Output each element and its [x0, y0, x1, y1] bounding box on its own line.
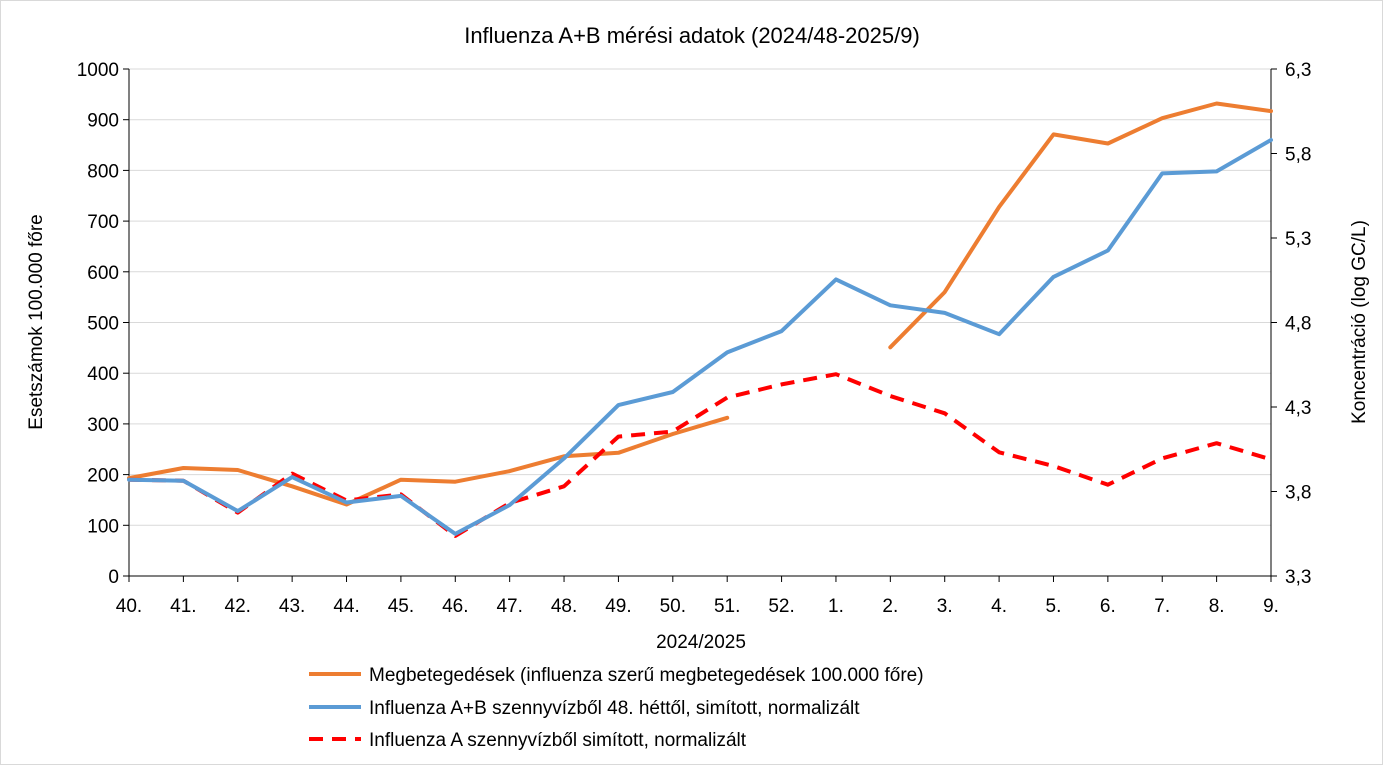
- series-2: [127, 138, 1273, 536]
- x-tick-label: 4.: [991, 596, 1007, 617]
- x-tick-label: 45.: [388, 596, 414, 617]
- x-tick-label: 50.: [660, 596, 686, 617]
- x-tick-label: 49.: [605, 596, 631, 617]
- x-tick-label: 8.: [1209, 596, 1225, 617]
- y-tick-label: 900: [87, 111, 119, 132]
- y-tick-label: 200: [87, 466, 119, 487]
- y-tick-label: 0: [108, 567, 119, 588]
- x-tick-label: 9.: [1263, 596, 1279, 617]
- y-tick-label: 800: [87, 161, 119, 182]
- x-tick-label: 2.: [882, 596, 898, 617]
- y2-tick-label: 6,3: [1285, 60, 1311, 81]
- legend-label: Influenza A szennyvízből simított, norma…: [369, 730, 747, 751]
- y2-tick-label: 3,8: [1285, 483, 1311, 504]
- y2-tick-label: 5,3: [1285, 229, 1311, 250]
- y-tick-label: 100: [87, 516, 119, 537]
- left-axis-ticks: 0 100 200 300 400 500 600 700 800 900 1000: [77, 60, 119, 588]
- right-axis-ticks: 3,3 3,8 4,3 4,8 5,3 5,8 6,3: [1285, 60, 1311, 588]
- series-1: [127, 101, 1273, 507]
- legend-label: Megbetegedések (influenza szerű megbeteg…: [369, 665, 924, 686]
- series-line: [888, 101, 1273, 350]
- series-line: [127, 138, 1273, 536]
- y-tick-label: 600: [87, 263, 119, 284]
- x-tick-label: 44.: [333, 596, 359, 617]
- x-axis-ticks: 40. 41. 42. 43. 44. 45. 46. 47. 48. 49. 50. 51. 52. 1…: [116, 596, 1279, 617]
- legend: Megbetegedések (influenza szerű megbeteg…: [309, 665, 924, 751]
- x-tick-label: 3.: [937, 596, 953, 617]
- x-tick-label: 42.: [225, 596, 251, 617]
- x-tick-label: 40.: [116, 596, 142, 617]
- x-tick-label: 48.: [551, 596, 577, 617]
- y-axis-title: Esetszámok 100.000 főre: [26, 214, 47, 429]
- x-tick-label: 47.: [496, 596, 522, 617]
- x-tick-label: 46.: [442, 596, 468, 617]
- x-tick-label: 51.: [714, 596, 740, 617]
- axes: [123, 68, 1277, 582]
- x-tick-label: 43.: [279, 596, 305, 617]
- y-tick-label: 400: [87, 364, 119, 385]
- series-line: [127, 415, 730, 507]
- gridlines: [129, 68, 1271, 526]
- x-tick-label: 6.: [1100, 596, 1116, 617]
- legend-label: Influenza A+B szennyvízből 48. héttől, s…: [369, 698, 860, 719]
- x-tick-label: 1.: [828, 596, 844, 617]
- y2-axis-title: Koncentráció (log GC/L): [1349, 220, 1370, 424]
- y-tick-label: 1000: [77, 60, 119, 81]
- x-tick-label: 52.: [768, 596, 794, 617]
- x-tick-label: 7.: [1154, 596, 1170, 617]
- y2-tick-label: 4,3: [1285, 398, 1311, 419]
- y-tick-label: 300: [87, 415, 119, 436]
- x-tick-label: 41.: [170, 596, 196, 617]
- chart-title: Influenza A+B mérési adatok (2024/48-202…: [464, 23, 920, 48]
- y2-tick-label: 4,8: [1285, 314, 1311, 335]
- y2-tick-label: 3,3: [1285, 567, 1311, 588]
- x-axis-title: 2024/2025: [656, 632, 746, 653]
- y-tick-label: 500: [87, 314, 119, 335]
- series-line: [128, 372, 1272, 538]
- y2-tick-label: 5,8: [1285, 145, 1311, 166]
- series-3: [128, 372, 1272, 538]
- x-tick-label: 5.: [1046, 596, 1062, 617]
- y-tick-label: 700: [87, 212, 119, 233]
- series-lines: [127, 101, 1273, 538]
